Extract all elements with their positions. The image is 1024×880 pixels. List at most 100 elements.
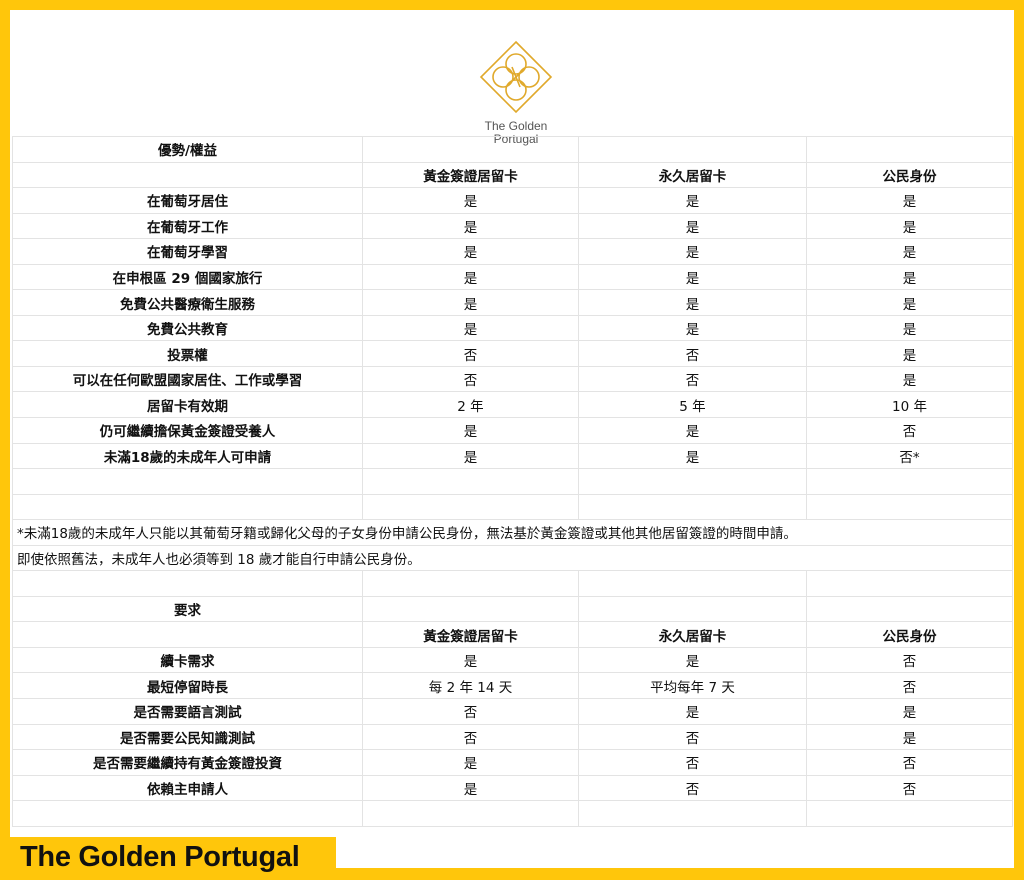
- empty-cell: [362, 570, 579, 597]
- row-value: 否: [806, 672, 1013, 700]
- row-value: 10 年: [806, 391, 1013, 419]
- row-value: 否: [578, 723, 807, 751]
- empty-row: [12, 493, 1013, 521]
- table-row: 在葡萄牙學習是是是: [12, 238, 1013, 265]
- column-header: 公民身份: [806, 161, 1013, 189]
- row-label: 在葡萄牙工作: [12, 212, 363, 240]
- column-header: 黃金簽證居留卡: [362, 621, 579, 648]
- row-value: 否: [362, 698, 579, 725]
- row-value: 否: [806, 417, 1013, 444]
- row-value: 是: [362, 417, 579, 444]
- section-title: 要求: [12, 595, 363, 623]
- row-label: 免費公共醫療衛生服務: [12, 289, 363, 316]
- column-header: 黃金簽證居留卡: [362, 161, 579, 189]
- row-value: 是: [578, 698, 807, 725]
- table-row: 是否需要繼續持有黃金簽證投資是否否: [12, 749, 1013, 776]
- footnote: *未滿18歲的未成年人只能以其葡萄牙籍或歸化父母的子女身份申請公民身份，無法基於…: [12, 519, 1013, 546]
- empty-cell: [578, 570, 807, 597]
- row-value: 是: [362, 442, 579, 470]
- row-label: 依賴主申請人: [12, 774, 363, 802]
- logo-text-line1: The Golden: [484, 119, 548, 133]
- row-label: 是否需要公民知識測試: [12, 723, 363, 751]
- row-value: 是: [806, 698, 1013, 725]
- row-value: 是: [578, 289, 807, 316]
- table-row: 在葡萄牙居住是是是: [12, 187, 1013, 214]
- row-value: 否: [578, 340, 807, 367]
- row-value: 是: [578, 238, 807, 265]
- row-value: 是: [578, 212, 807, 240]
- footer-brand-label: The Golden Portugal: [20, 841, 300, 873]
- column-header: 公民身份: [806, 621, 1013, 648]
- table-row: 可以在任何歐盟國家居住、工作或學習否否是: [12, 365, 1013, 393]
- row-value: 2 年: [362, 391, 579, 419]
- row-value: 是: [578, 263, 807, 291]
- empty-cell: [362, 595, 579, 623]
- empty-cell: [806, 800, 1013, 827]
- row-value: 否: [578, 365, 807, 393]
- table-row: 是否需要語言測試否是是: [12, 698, 1013, 725]
- row-label: 在申根區 29 個國家旅行: [12, 263, 363, 291]
- row-value: 是: [362, 749, 579, 776]
- row-value: 是: [806, 263, 1013, 291]
- row-value: 否: [362, 723, 579, 751]
- row-label: 投票權: [12, 340, 363, 367]
- row-value: 5 年: [578, 391, 807, 419]
- row-value: 是: [578, 646, 807, 674]
- empty-cell: [806, 595, 1013, 623]
- column-header: 永久居留卡: [578, 161, 807, 189]
- empty-cell: [578, 595, 807, 623]
- column-header: 永久居留卡: [578, 621, 807, 648]
- table-row: 免費公共醫療衛生服務是是是: [12, 289, 1013, 316]
- header-row: 黃金簽證居留卡 永久居留卡 公民身份: [12, 161, 1013, 189]
- empty-cell: [12, 493, 363, 521]
- row-label: 仍可繼續擔保黃金簽證受養人: [12, 417, 363, 444]
- row-value: 是: [362, 238, 579, 265]
- section-title-row: 優勢/權益: [12, 136, 1013, 163]
- row-label: 是否需要繼續持有黃金簽證投資: [12, 749, 363, 776]
- empty-cell: [806, 468, 1013, 495]
- empty-cell: [578, 493, 807, 521]
- row-value: 否: [806, 749, 1013, 776]
- row-label: 在葡萄牙學習: [12, 238, 363, 265]
- row-value: 是: [362, 289, 579, 316]
- row-value: 否: [578, 749, 807, 776]
- row-value: 平均每年 7 天: [578, 672, 807, 700]
- section-title-row: 要求: [12, 595, 1013, 623]
- row-value: 是: [806, 238, 1013, 265]
- logo: The Golden Portugal: [476, 40, 556, 146]
- footnote-row: *未滿18歲的未成年人只能以其葡萄牙籍或歸化父母的子女身份申請公民身份，無法基於…: [12, 519, 1013, 546]
- table-row: 是否需要公民知識測試否否是: [12, 723, 1013, 751]
- empty-cell: [362, 136, 579, 163]
- row-label: 續卡需求: [12, 646, 363, 674]
- empty-cell: [12, 621, 363, 648]
- row-value: 是: [578, 417, 807, 444]
- footnote: 即使依照舊法，未成年人也必須等到 18 歲才能自行申請公民身份。: [12, 544, 1013, 572]
- row-value: 是: [806, 723, 1013, 751]
- row-value: 是: [806, 340, 1013, 367]
- row-value: 是: [806, 314, 1013, 342]
- empty-row: [12, 468, 1013, 495]
- row-label: 居留卡有效期: [12, 391, 363, 419]
- row-value: 否: [362, 340, 579, 367]
- row-value: 是: [578, 442, 807, 470]
- row-value: 是: [362, 314, 579, 342]
- row-value: 是: [362, 187, 579, 214]
- empty-cell: [12, 161, 363, 189]
- row-value: 是: [806, 289, 1013, 316]
- section-title: 優勢/權益: [12, 136, 363, 163]
- empty-cell: [806, 136, 1013, 163]
- empty-cell: [578, 800, 807, 827]
- table-row: 仍可繼續擔保黃金簽證受養人是是否: [12, 417, 1013, 444]
- footnote-row: 即使依照舊法，未成年人也必須等到 18 歲才能自行申請公民身份。: [12, 544, 1013, 572]
- row-value: 是: [806, 365, 1013, 393]
- row-label: 在葡萄牙居住: [12, 187, 363, 214]
- row-value: 否: [806, 646, 1013, 674]
- empty-cell: [362, 468, 579, 495]
- comparison-table: 優勢/權益 黃金簽證居留卡 永久居留卡 公民身份 在葡萄牙居住是是是在葡萄牙工作是是是在…: [12, 136, 1013, 827]
- row-value: 是: [578, 187, 807, 214]
- row-value: 是: [806, 187, 1013, 214]
- table-row: 投票權否否是: [12, 340, 1013, 367]
- row-value: 否: [362, 365, 579, 393]
- page: The Golden Portugal 優勢/權益 黃金簽證居留卡 永久居留卡 公民身…: [10, 10, 1014, 868]
